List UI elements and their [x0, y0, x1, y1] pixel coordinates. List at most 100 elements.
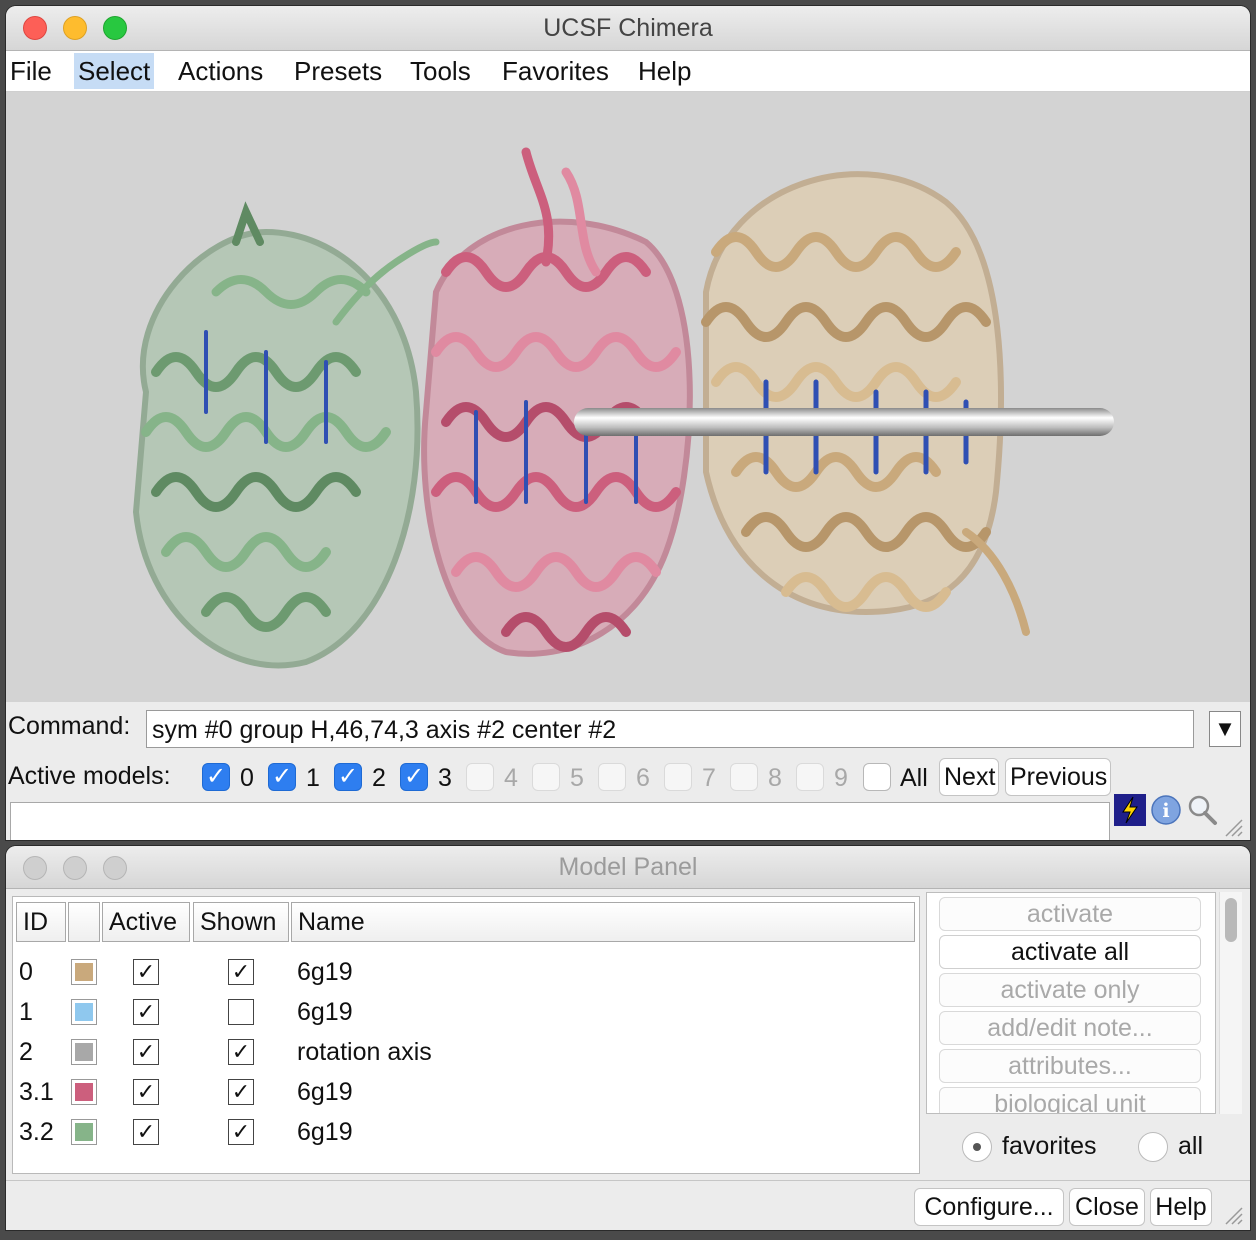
- menu-favorites[interactable]: Favorites: [502, 56, 609, 86]
- active-checkbox[interactable]: ✓: [133, 999, 159, 1025]
- swatch-color: [75, 1043, 93, 1061]
- magnifier-icon[interactable]: [1186, 794, 1218, 826]
- configure-button[interactable]: Configure...: [914, 1188, 1064, 1226]
- model-color-swatch[interactable]: [71, 1039, 97, 1065]
- zoom-window-button[interactable]: [103, 16, 127, 40]
- command-history-dropdown[interactable]: ▼: [1209, 711, 1241, 747]
- action-button: biological unit: [939, 1087, 1201, 1113]
- zoom-panel-button[interactable]: [103, 856, 127, 880]
- menu-presets[interactable]: Presets: [294, 56, 383, 86]
- model-table: ID Active Shown Name 0 ✓ ✓ 6g19 1 ✓ 6g19 2 ✓ ✓ rot…: [12, 896, 920, 1174]
- shown-checkbox[interactable]: ✓: [228, 1079, 254, 1105]
- chimera-main-window: UCSF Chimera File Select Actions Presets…: [6, 6, 1250, 840]
- active-checkbox[interactable]: ✓: [133, 959, 159, 985]
- menu-help[interactable]: Help: [638, 56, 692, 86]
- active-model-number: 3: [438, 764, 452, 792]
- protein-chain-pink: [421, 147, 693, 657]
- active-model-checkbox-2[interactable]: ✓: [334, 763, 362, 791]
- column-header-id[interactable]: ID: [16, 902, 66, 942]
- active-model-checkbox-0[interactable]: ✓: [202, 763, 230, 791]
- column-header-name[interactable]: Name: [291, 902, 915, 942]
- command-row: Command: sym #0 group H,46,74,3 axis #2 …: [6, 706, 1250, 752]
- active-checkbox[interactable]: ✓: [133, 1039, 159, 1065]
- status-line: [10, 802, 1110, 840]
- table-row[interactable]: 0 ✓ ✓ 6g19: [13, 953, 919, 993]
- table-row[interactable]: 2 ✓ ✓ rotation axis: [13, 1033, 919, 1073]
- active-model-number: 1: [306, 764, 320, 792]
- model-id: 3.1: [19, 1078, 54, 1106]
- action-button[interactable]: activate all: [939, 935, 1201, 969]
- active-model-number: 9: [834, 764, 848, 792]
- active-model-checkbox-5: [532, 763, 560, 791]
- active-model-checkbox-9: [796, 763, 824, 791]
- table-row[interactable]: 3.2 ✓ ✓ 6g19: [13, 1113, 919, 1153]
- model-name: 6g19: [297, 998, 353, 1026]
- active-checkbox[interactable]: ✓: [133, 1119, 159, 1145]
- info-icon[interactable]: i: [1150, 794, 1182, 826]
- close-button[interactable]: Close: [1069, 1188, 1145, 1226]
- minimize-panel-button[interactable]: [63, 856, 87, 880]
- favorites-radio-label: favorites: [1002, 1132, 1097, 1160]
- column-header-shown[interactable]: Shown: [193, 902, 289, 942]
- shown-checkbox[interactable]: ✓: [228, 959, 254, 985]
- model-panel-title-bar[interactable]: Model Panel: [6, 846, 1250, 889]
- swatch-color: [75, 1123, 93, 1141]
- previous-button[interactable]: Previous: [1005, 758, 1111, 796]
- close-window-button[interactable]: [23, 16, 47, 40]
- active-models-row: Active models: ✓ 0 ✓ 1 ✓ 2 ✓ 3 4 5 6 7 8 9 All Next P…: [6, 756, 1250, 798]
- next-button[interactable]: Next: [939, 758, 999, 796]
- active-all-label: All: [900, 764, 928, 792]
- table-row[interactable]: 3.1 ✓ ✓ 6g19: [13, 1073, 919, 1113]
- active-model-checkbox-3[interactable]: ✓: [400, 763, 428, 791]
- menu-select[interactable]: Select: [74, 53, 155, 89]
- column-header-active[interactable]: Active: [102, 902, 190, 942]
- window-title: UCSF Chimera: [543, 14, 713, 42]
- help-button[interactable]: Help: [1150, 1188, 1212, 1226]
- shown-checkbox[interactable]: ✓: [228, 1039, 254, 1065]
- minimize-window-button[interactable]: [63, 16, 87, 40]
- molecule-rendering: [132, 147, 1114, 669]
- model-color-swatch[interactable]: [71, 1079, 97, 1105]
- action-button: attributes...: [939, 1049, 1201, 1083]
- close-panel-button[interactable]: [23, 856, 47, 880]
- command-input[interactable]: sym #0 group H,46,74,3 axis #2 center #2: [146, 710, 1194, 748]
- model-panel-window: Model Panel ID Active Shown Name 0 ✓ ✓ 6g19…: [6, 846, 1250, 1230]
- command-label: Command:: [8, 712, 131, 740]
- model-color-swatch[interactable]: [71, 959, 97, 985]
- active-model-number: 2: [372, 764, 386, 792]
- menu-actions[interactable]: Actions: [178, 56, 264, 86]
- active-model-number: 7: [702, 764, 716, 792]
- model-id: 2: [19, 1038, 33, 1066]
- column-header-color[interactable]: [68, 902, 100, 942]
- active-model-number: 8: [768, 764, 782, 792]
- active-model-checkbox-1[interactable]: ✓: [268, 763, 296, 791]
- model-name: 6g19: [297, 1078, 353, 1106]
- menu-file[interactable]: File: [10, 56, 52, 86]
- swatch-color: [75, 1083, 93, 1101]
- active-checkbox[interactable]: ✓: [133, 1079, 159, 1105]
- all-radio[interactable]: [1138, 1132, 1168, 1162]
- all-radio-label: all: [1178, 1132, 1204, 1160]
- favorites-radio[interactable]: [962, 1132, 992, 1162]
- resize-grip-icon[interactable]: [1220, 814, 1244, 838]
- rotation-axis-cylinder: [574, 408, 1114, 436]
- shown-checkbox[interactable]: [228, 999, 254, 1025]
- panel-resize-grip-icon[interactable]: [1220, 1202, 1244, 1226]
- model-name: rotation axis: [297, 1038, 432, 1066]
- shown-checkbox[interactable]: ✓: [228, 1119, 254, 1145]
- actions-scrollbar[interactable]: [1219, 892, 1242, 1114]
- molecular-viewer-canvas[interactable]: [6, 92, 1250, 702]
- lightning-icon[interactable]: [1114, 794, 1146, 826]
- model-color-swatch[interactable]: [71, 1119, 97, 1145]
- active-all-checkbox[interactable]: [863, 763, 891, 791]
- scrollbar-thumb[interactable]: [1225, 898, 1237, 942]
- menu-tools[interactable]: Tools: [410, 56, 471, 86]
- protein-chain-tan: [701, 171, 1030, 636]
- model-name: 6g19: [297, 1118, 353, 1146]
- model-color-swatch[interactable]: [71, 999, 97, 1025]
- active-model-checkbox-4: [466, 763, 494, 791]
- title-bar[interactable]: UCSF Chimera: [6, 6, 1250, 51]
- model-actions-list: activate activate all activate only add/edi…: [926, 892, 1216, 1114]
- bottom-separator: [6, 1180, 1250, 1181]
- table-row[interactable]: 1 ✓ 6g19: [13, 993, 919, 1033]
